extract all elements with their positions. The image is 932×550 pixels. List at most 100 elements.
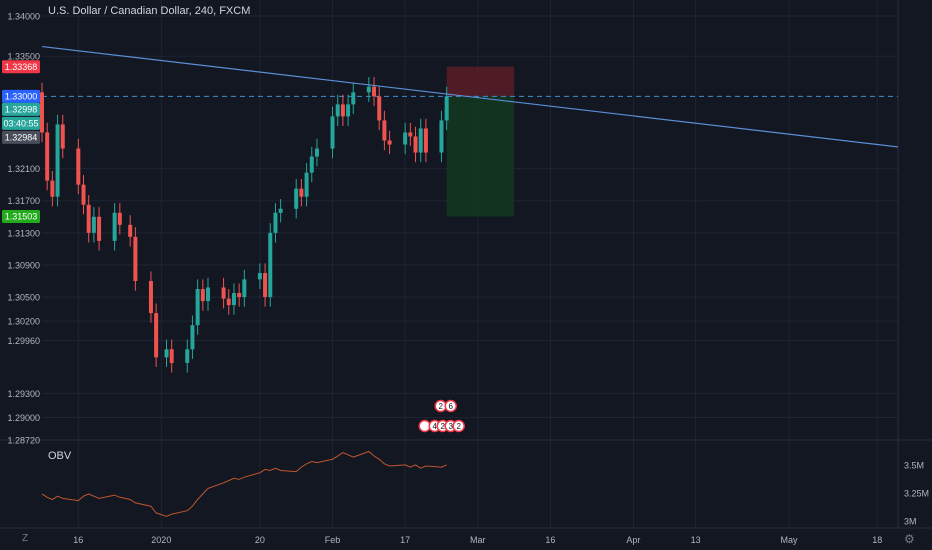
candle-body <box>278 208 283 213</box>
candle-body <box>382 120 387 141</box>
x-tick-label: 17 <box>400 535 410 545</box>
candle-body <box>377 96 382 121</box>
price-tag <box>2 60 40 74</box>
zoom-button[interactable]: Z <box>22 533 29 544</box>
price-labels: 1.33368 1.33000 1.32998 03:40:55 1.32984 1.31… <box>2 60 40 224</box>
candle-body <box>403 132 408 145</box>
candle-body <box>314 148 319 157</box>
candle-body <box>133 236 138 282</box>
price-tag-label: 1.33368 <box>5 62 38 72</box>
price-tag <box>2 102 40 116</box>
gear-icon[interactable]: ⚙ <box>904 532 915 546</box>
event-marker <box>444 399 457 413</box>
y-tick-label: 1.29300 <box>7 389 40 399</box>
y-tick-label: 1.34000 <box>7 12 40 22</box>
candle-body <box>423 128 428 153</box>
x-tick-label: 2020 <box>151 535 171 545</box>
indicator-label: OBV <box>48 450 72 462</box>
obv-tick-label: 3M <box>904 516 917 526</box>
candle-body <box>86 204 91 233</box>
candle-body <box>351 92 356 105</box>
candle-body <box>97 216 102 241</box>
candle-body <box>76 148 81 185</box>
candle-body <box>268 232 273 298</box>
candle-body <box>444 96 449 121</box>
trendline[interactable] <box>41 45 899 148</box>
candle-body <box>50 180 55 197</box>
candle-body <box>128 224 133 237</box>
event-count: 4 <box>432 422 437 431</box>
candle-body <box>55 124 60 197</box>
candle-body <box>366 86 371 93</box>
y-tick-label: 1.30200 <box>7 317 40 327</box>
event-markers[interactable]: 2 64 2 3 2 <box>418 399 465 433</box>
event-count: 2 <box>438 402 443 411</box>
take-profit-zone <box>446 96 515 217</box>
short-position-tool[interactable] <box>446 66 515 217</box>
price-tag <box>2 210 40 224</box>
event-count: 2 <box>440 422 445 431</box>
candle-body <box>206 287 211 302</box>
candle-body <box>346 104 351 117</box>
x-tick-label: 20 <box>255 535 265 545</box>
candlestick-series <box>40 77 449 373</box>
candle-body <box>418 128 423 153</box>
candle-body <box>185 349 190 363</box>
x-tick-label: Mar <box>470 535 486 545</box>
candle-body <box>294 188 299 209</box>
event-count: 3 <box>448 422 453 431</box>
candle-body <box>439 120 444 153</box>
candle-body <box>154 313 159 358</box>
price-tag-label: 03:40:55 <box>3 118 38 128</box>
candle-body <box>200 289 205 302</box>
candle-body <box>304 172 309 197</box>
candle-body <box>112 212 117 241</box>
candle-body <box>221 287 226 299</box>
event-marker <box>452 419 465 433</box>
price-tag <box>2 130 40 144</box>
y-tick-label: 1.33500 <box>7 52 40 62</box>
y-tick-label: 1.29000 <box>7 413 40 423</box>
x-tick-label: 16 <box>545 535 555 545</box>
candle-body <box>40 92 44 133</box>
grid-lines <box>0 0 932 529</box>
candle-body <box>60 124 65 149</box>
obv-line <box>41 450 447 517</box>
candle-body <box>169 349 174 363</box>
y-tick-label: 1.29960 <box>7 336 40 346</box>
candle-body <box>387 140 392 145</box>
axes: 1.34000 1.33500 1.32100 1.31700 1.31300 1.309… <box>7 12 929 545</box>
x-tick-label: May <box>781 535 799 545</box>
y-tick-label: 1.32100 <box>7 164 40 174</box>
candle-body <box>195 289 200 326</box>
y-tick-label: 1.31300 <box>7 228 40 238</box>
x-tick-label: 13 <box>691 535 701 545</box>
candle-body <box>372 86 377 97</box>
candle-body <box>340 104 345 117</box>
candle-body <box>330 116 335 149</box>
candle-body <box>190 325 195 350</box>
candle-body <box>309 156 314 173</box>
obv-series <box>41 450 447 517</box>
candle-body <box>263 272 268 298</box>
price-tag-label: 1.32998 <box>5 104 38 114</box>
x-tick-label: 16 <box>73 535 83 545</box>
y-tick-label: 1.31700 <box>7 196 40 206</box>
event-count: 6 <box>448 402 453 411</box>
candle-body <box>231 293 236 306</box>
candle-body <box>413 136 418 153</box>
candle-body <box>91 216 96 233</box>
trendline-segment <box>41 45 899 148</box>
price-tag <box>2 89 40 103</box>
candle-body <box>117 212 122 225</box>
candle-body <box>257 272 262 280</box>
candle-body <box>242 279 247 298</box>
candle-body <box>299 188 304 197</box>
y-tick-label: 1.28720 <box>7 436 40 446</box>
price-tag-label: 1.33000 <box>5 91 38 101</box>
price-tag-label: 1.31503 <box>5 212 38 222</box>
candle-body <box>45 132 50 181</box>
obv-tick-label: 3.25M <box>904 488 929 498</box>
chart-title: U.S. Dollar / Canadian Dollar, 240, FXCM <box>48 5 251 17</box>
